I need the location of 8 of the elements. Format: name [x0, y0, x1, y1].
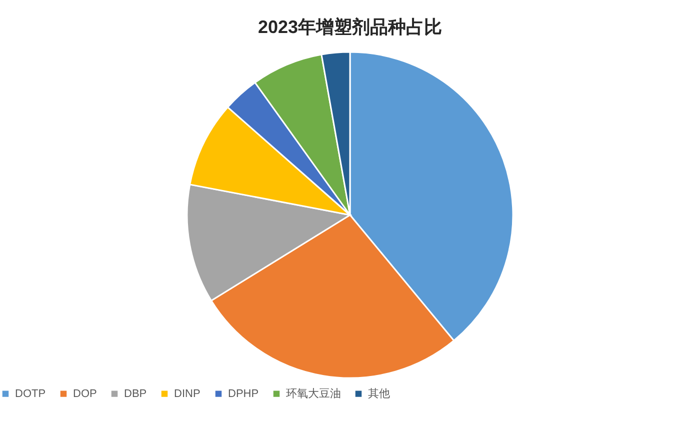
legend-label: 环氧大豆油 — [286, 386, 341, 400]
legend-label: 其他 — [368, 386, 390, 400]
legend-label: DOTP — [15, 388, 46, 400]
legend-label: DPHP — [228, 388, 259, 400]
legend-label: DINP — [174, 388, 200, 400]
legend-label: DBP — [124, 388, 147, 400]
chart-title: 2023年增塑剂品种占比 — [258, 17, 442, 37]
legend-label: DOP — [73, 388, 97, 400]
